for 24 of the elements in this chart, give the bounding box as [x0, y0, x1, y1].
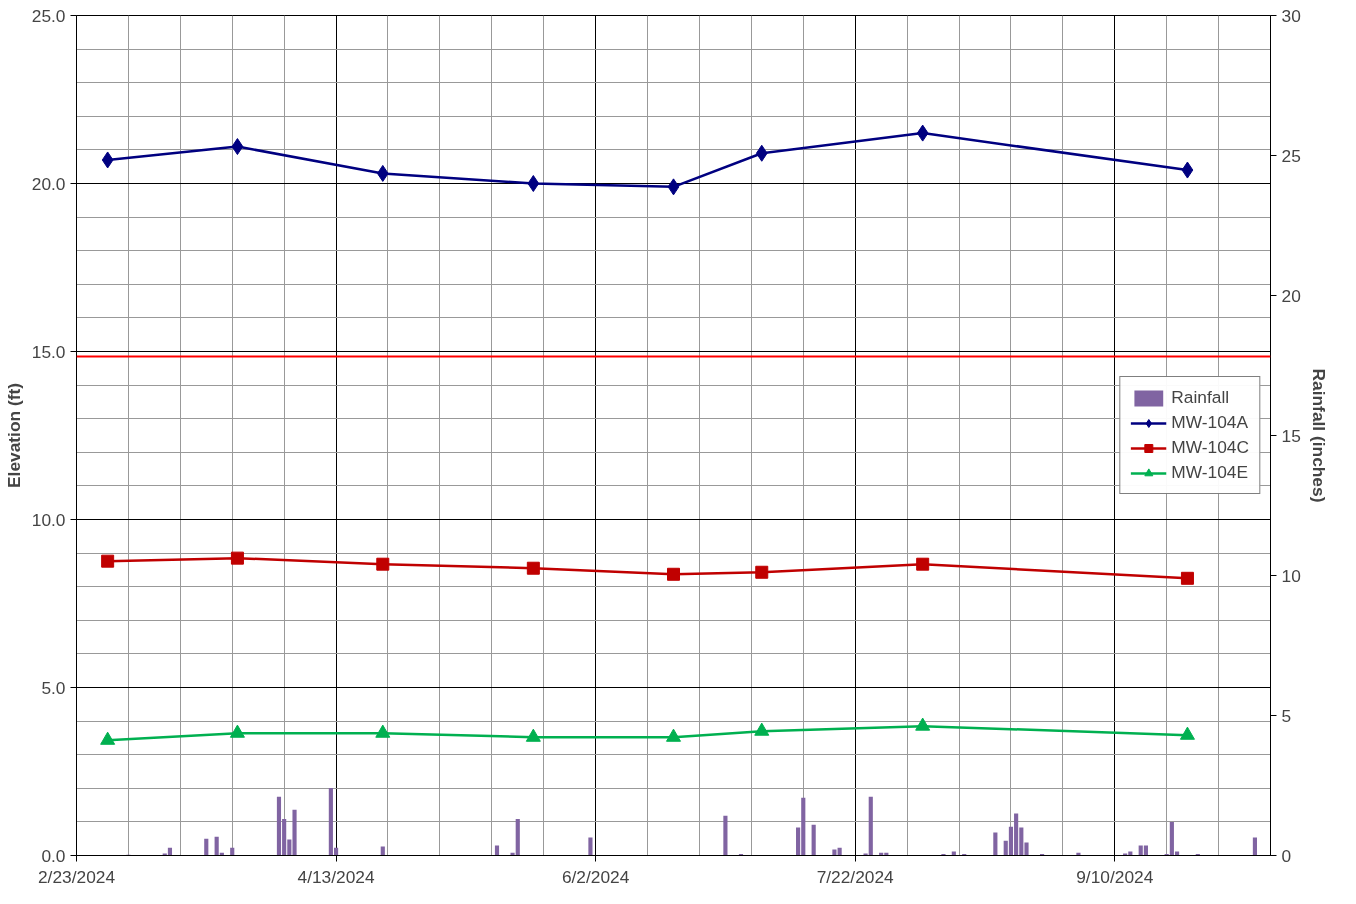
y-tick-label: 15.0 — [31, 341, 66, 362]
x-tick-label: 6/2/2024 — [561, 866, 630, 887]
y-tick-label: 0.0 — [41, 845, 66, 866]
y-tick-label: 10.0 — [31, 509, 66, 530]
y2-tick-label: 10 — [1281, 565, 1301, 586]
y2-tick-label: 5 — [1281, 705, 1292, 726]
legend-label: MW-104A — [1171, 412, 1249, 433]
y2-tick-label: 25 — [1281, 145, 1301, 166]
y2-tick-label: 15 — [1281, 425, 1301, 446]
y2-tick-label: 30 — [1281, 5, 1301, 26]
y-axis-title: Elevation (ft) — [3, 383, 24, 488]
y-tick-label: 20.0 — [31, 173, 66, 194]
y2-tick-label: 20 — [1281, 285, 1301, 306]
y2-axis-title: Rainfall (inches) — [1308, 368, 1329, 503]
y-tick-label: 25.0 — [31, 5, 66, 26]
x-tick-label: 4/13/2024 — [297, 866, 375, 887]
y-tick-label: 5.0 — [41, 677, 66, 698]
legend-label: MW-104C — [1171, 437, 1249, 458]
y2-tick-label: 0 — [1281, 845, 1292, 866]
legend-label: Rainfall — [1171, 387, 1230, 408]
x-tick-label: 7/22/2024 — [816, 866, 895, 887]
x-tick-label: 2/23/2024 — [37, 866, 116, 887]
legend-label: MW-104E — [1171, 462, 1249, 483]
x-tick-label: 9/10/2024 — [1076, 866, 1154, 887]
